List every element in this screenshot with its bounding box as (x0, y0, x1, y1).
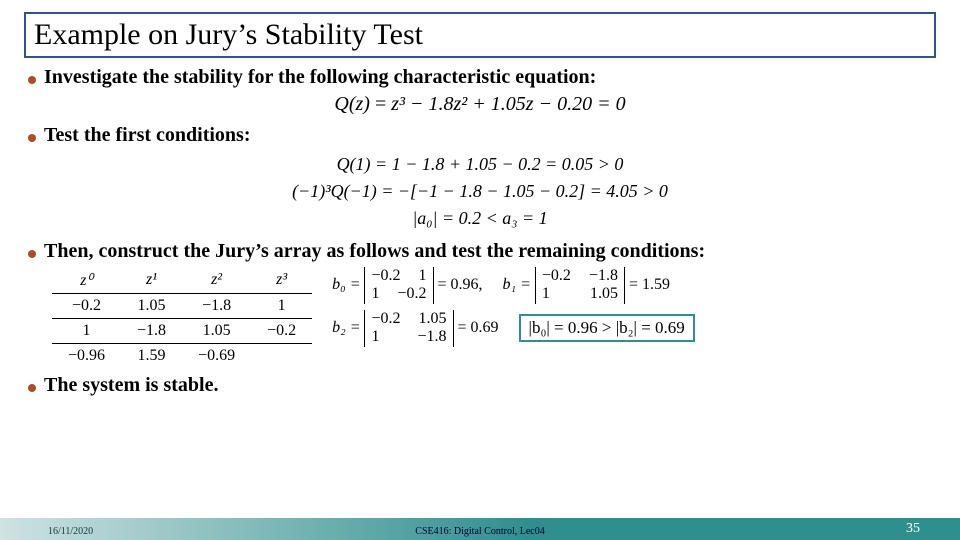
eq-lhs: Q(z) (334, 93, 370, 115)
array-cell: −0.96 (52, 344, 121, 369)
first-conditions: Q(1) = 1 − 1.8 + 1.05 − 0.2 = 0.05 > 0 (… (24, 151, 936, 232)
array-cell: 1 (251, 294, 312, 319)
bullet-2-text: Test the first conditions: (44, 124, 250, 147)
det-b1: b₁ = −0.2−1.8 11.05 = 1.59 (503, 267, 670, 304)
array-header: z³ (251, 267, 312, 294)
array-cell: −0.69 (182, 344, 251, 369)
array-header: z¹ (121, 267, 182, 294)
bullet-2: Test the first conditions: (28, 124, 936, 147)
array-cell: −0.2 (52, 294, 121, 319)
array-cell (251, 344, 312, 369)
determinants: b₀ = −0.21 1−0.2 = 0.96, b₁ = −0.2−1.8 1… (332, 267, 695, 353)
boxed-condition: |b₀| = 0.96 > |b₂| = 0.69 (519, 314, 695, 342)
bullet-4: The system is stable. (28, 374, 936, 397)
array-cell: −1.8 (121, 319, 182, 344)
array-cell: 1.05 (121, 294, 182, 319)
det-b0: b₀ = −0.21 1−0.2 = 0.96, (332, 267, 482, 304)
bullet-4-text: The system is stable. (44, 374, 218, 397)
bullet-dot-icon (28, 384, 36, 392)
characteristic-equation: Q(z) = z³ − 1.8z² + 1.05z − 0.20 = 0 (24, 93, 936, 116)
cond-2: (−1)³Q(−1) = −[−1 − 1.8 − 1.05 − 0.2] = … (24, 178, 936, 205)
footer-date: 16/11/2020 (48, 526, 93, 537)
bullet-dot-icon (28, 76, 36, 84)
jury-table: z⁰z¹z²z³ −0.21.05−1.811−1.81.05−0.2−0.96… (52, 267, 312, 368)
array-cell: −1.8 (182, 294, 251, 319)
footer-page: 35 (906, 521, 920, 537)
slide: Example on Jury’s Stability Test Investi… (0, 0, 960, 540)
bullet-1: Investigate the stability for the follow… (28, 66, 936, 89)
bullet-dot-icon (28, 250, 36, 258)
title-box: Example on Jury’s Stability Test (24, 12, 936, 58)
array-row: −0.961.59−0.69 (52, 344, 312, 369)
array-cell: −0.2 (251, 319, 312, 344)
array-header: z⁰ (52, 267, 121, 294)
cond-3: |a₀| = 0.2 < a₃ = 1 (24, 205, 936, 232)
array-cell: 1.59 (121, 344, 182, 369)
array-cell: 1 (52, 319, 121, 344)
jury-array-section: z⁰z¹z²z³ −0.21.05−1.811−1.81.05−0.2−0.96… (24, 267, 936, 368)
eq-rhs: z³ − 1.8z² + 1.05z − 0.20 = 0 (391, 93, 625, 115)
cond-1: Q(1) = 1 − 1.8 + 1.05 − 0.2 = 0.05 > 0 (24, 151, 936, 178)
array-row: 1−1.81.05−0.2 (52, 319, 312, 344)
bullet-dot-icon (28, 134, 36, 142)
slide-title: Example on Jury’s Stability Test (34, 18, 926, 52)
array-cell: 1.05 (182, 319, 251, 344)
footer-course: CSE416: Digital Control, Lec04 (415, 526, 544, 537)
bullet-1-text: Investigate the stability for the follow… (44, 66, 596, 89)
array-row: −0.21.05−1.81 (52, 294, 312, 319)
bullet-3-text: Then, construct the Jury’s array as foll… (44, 240, 705, 263)
array-header: z² (182, 267, 251, 294)
jury-array: z⁰z¹z²z³ −0.21.05−1.811−1.81.05−0.2−0.96… (52, 267, 312, 368)
det-b2: b₂ = −0.21.05 1−1.8 = 0.69 (332, 310, 498, 347)
bullet-3: Then, construct the Jury’s array as foll… (28, 240, 936, 263)
